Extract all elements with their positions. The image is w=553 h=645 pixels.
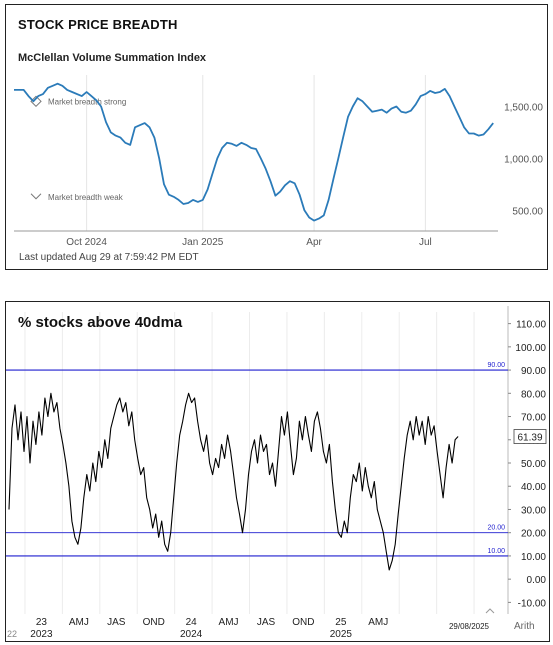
chevron-down-icon [30,193,42,200]
date-label: 29/08/2025 [449,622,490,631]
x-tick-label: Apr [306,237,322,248]
x-tick-label: 24 [186,617,198,628]
y-tick-label: 20.00 [521,529,546,540]
x-edge-label: 22 [7,629,17,639]
x-tick-label: AMJ [69,617,89,628]
chart-title: McClellan Volume Summation Index [18,52,207,64]
scale-label: Arith [514,621,535,632]
y-tick-label: 50.00 [521,459,546,470]
y-tick-label: 110.00 [516,320,546,331]
x-tick-label: Jan 2025 [182,237,224,248]
x-tick-label: AMJ [219,617,239,628]
y-tick-label: 40.00 [521,482,546,493]
x-tick-label: JAS [107,617,126,628]
y-tick-label: 70.00 [521,413,546,424]
series-line [14,82,494,222]
x-tick-label: 23 [36,617,48,628]
year-label: 2023 [30,629,53,640]
last-value-badge [513,429,547,444]
panel-heading: STOCK PRICE BREADTH [18,17,178,32]
y-tick-label: 0.00 [527,575,547,586]
summation-index-chart: Market breadth strong Market breadth weak… [14,75,543,248]
reference-line-label: 20.00 [487,525,505,532]
y-tick-label: -10.00 [518,598,547,609]
x-tick-label: 25 [335,617,347,628]
x-tick-label: Jul [419,237,432,248]
annotation-strong: Market breadth strong [48,97,126,106]
y-tick-label: 80.00 [521,389,546,400]
x-tick-label: JAS [257,617,276,628]
year-label: 2024 [180,629,203,640]
x-tick-label: OND [292,617,314,628]
y-tick-label: 90.00 [521,366,546,377]
percent-above-40dma-panel: 90.00 20.00 10.00 -10.00 0.00 10.00 20.00 30.0… [5,301,550,642]
reference-line-label: 90.00 [487,362,505,369]
y-tick-label: 30.00 [521,505,546,516]
y-tick-label: 1,500.00 [504,103,543,114]
x-tick-label: AMJ [368,617,388,628]
series-line [8,392,459,571]
year-label: 2025 [330,629,353,640]
last-updated-text: Last updated Aug 29 at 7:59:42 PM EDT [19,252,199,263]
chart-title: % stocks above 40dma [18,314,183,331]
annotation-weak: Market breadth weak [48,193,124,202]
y-tick-label: 10.00 [521,552,546,563]
y-tick-label: 500.00 [512,206,543,217]
y-tick-label: 1,000.00 [504,154,543,165]
y-tick-label: 100.00 [515,343,546,354]
x-tick-label: Oct 2024 [66,237,107,248]
x-tick-label: OND [143,617,165,628]
last-value-label: 61.39 [517,433,542,444]
percent-above-40dma-chart: 90.00 20.00 10.00 -10.00 0.00 10.00 20.00 30.0… [6,306,547,640]
reference-line-label: 10.00 [487,548,505,555]
breadth-panel: STOCK PRICE BREADTH McClellan Volume Sum… [5,4,548,270]
chevron-up-icon[interactable] [485,608,495,614]
